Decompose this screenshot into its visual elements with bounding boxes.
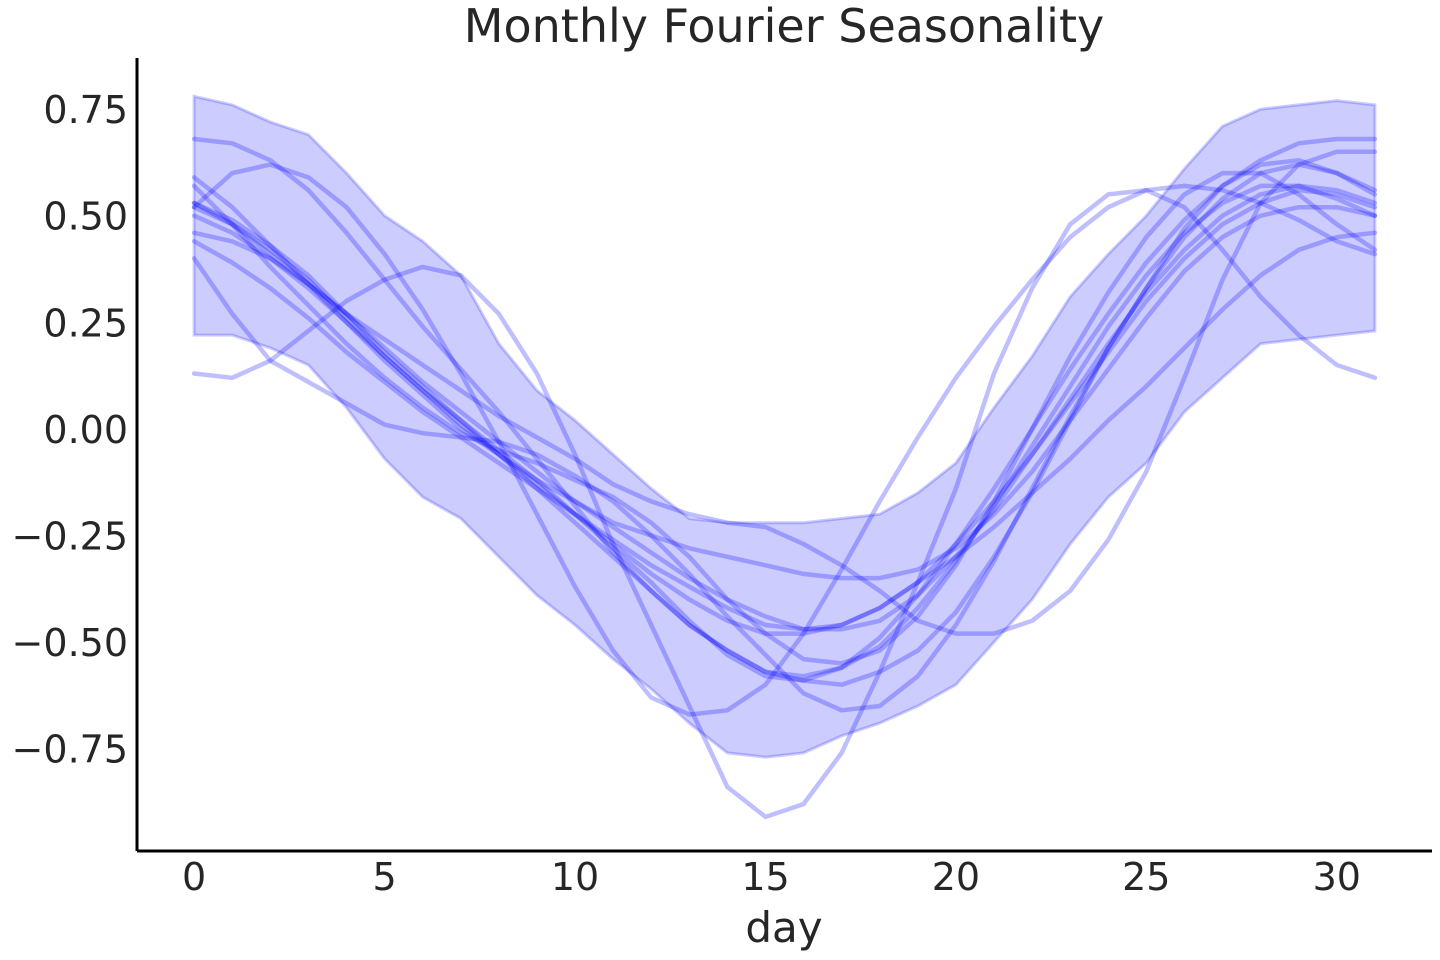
chart-title: Monthly Fourier Seasonality: [464, 0, 1104, 53]
series-lines-layer: [191, 136, 1378, 820]
series-line-5: [191, 170, 1378, 666]
series-line-6: [191, 162, 1378, 717]
series-line-9: [191, 230, 1378, 636]
series-line-2: [191, 187, 1378, 820]
x-axis-title: day: [745, 903, 822, 952]
x-tick-label: 10: [551, 855, 599, 899]
x-tick-label: 30: [1313, 855, 1361, 899]
y-tick-label: −0.25: [12, 515, 128, 559]
x-tick-label: 0: [182, 855, 206, 899]
y-tick-label: −0.50: [12, 621, 128, 665]
y-tick-label: 0.50: [43, 195, 128, 239]
series-line-12: [191, 183, 1378, 679]
y-tick-label: −0.75: [12, 728, 128, 772]
y-axis-ticks: 0.75 0.50 0.25 0.00 −0.25 −0.50 −0.75: [12, 88, 128, 772]
series-line-4: [191, 183, 1378, 632]
x-tick-label: 5: [373, 855, 397, 899]
credible-band: [192, 94, 1377, 759]
series-line-11: [191, 187, 1378, 632]
y-tick-label: 0.00: [43, 408, 128, 452]
x-axis-ticks: 0 5 10 15 20 25 30: [182, 855, 1361, 899]
y-tick-label: 0.25: [43, 301, 128, 345]
x-tick-label: 25: [1122, 855, 1170, 899]
series-line-10: [191, 158, 1378, 683]
y-tick-label: 0.75: [43, 88, 128, 132]
series-line-1: [191, 136, 1378, 687]
credible-band-layer: [192, 94, 1377, 759]
series-line-3: [191, 175, 1378, 581]
series-line-8: [191, 162, 1378, 713]
x-tick-label: 20: [932, 855, 980, 899]
series-line-7: [191, 149, 1378, 636]
x-tick-label: 15: [741, 855, 789, 899]
